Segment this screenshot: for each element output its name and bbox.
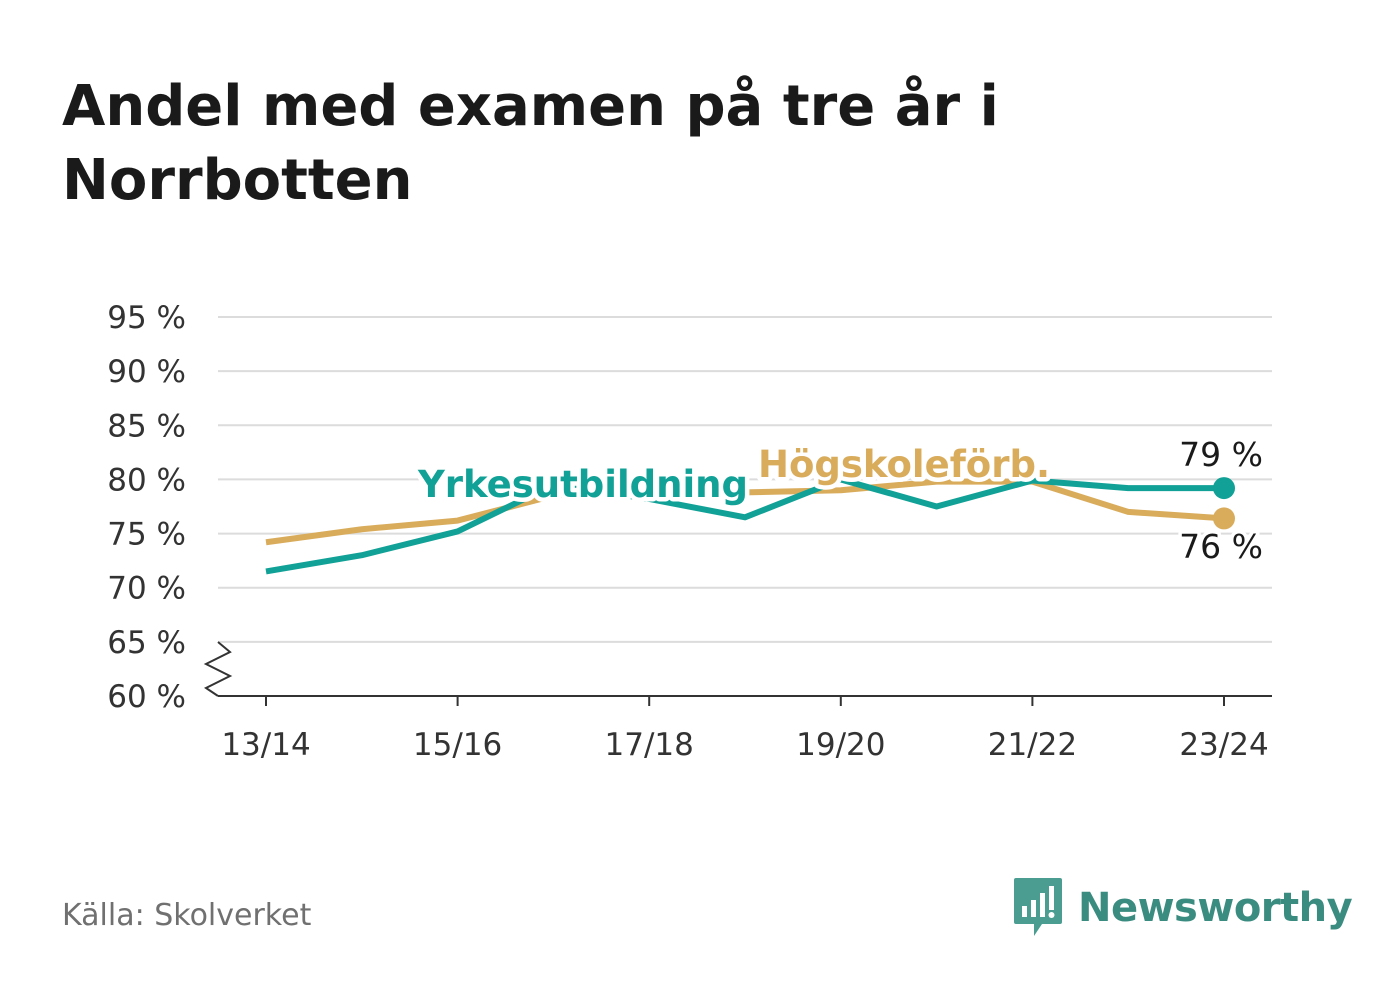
x-tick-label: 21/22 (988, 727, 1077, 763)
x-tick-label: 17/18 (605, 727, 694, 763)
x-tick-label: 23/24 (1179, 727, 1268, 763)
x-axis-tick-labels: 13/14 15/16 17/18 19/20 21/22 23/24 (221, 696, 1269, 763)
y-tick-label: 65 % (107, 625, 186, 661)
series-name-label-hogskoleforb: Högskoleförb. (758, 443, 1050, 486)
y-axis-tick-labels: 60 % 65 % 70 % 75 % 80 % 85 % 90 % 95 % (107, 300, 186, 715)
chart-title: Andel med examen på tre år i Norrbotten (62, 74, 999, 213)
series-labels: Yrkesutbildning Högskoleförb. 79 % 76 % (413, 432, 1267, 570)
y-tick-label: 80 % (107, 462, 186, 498)
series-line-hogskoleforb (265, 478, 1225, 546)
y-tick-label: 60 % (107, 679, 186, 715)
brand-logo: Newsworthy (1012, 876, 1353, 940)
x-tick-label: 15/16 (413, 727, 502, 763)
series-end-point (1213, 477, 1235, 500)
series-line-yrkesutbildning (265, 476, 1224, 575)
brand-name: Newsworthy (1078, 885, 1353, 931)
x-tick-label: 13/14 (221, 727, 310, 763)
source-note: Källa: Skolverket (62, 898, 312, 933)
series-name-label-yrkesutbildning: Yrkesutbildning (417, 463, 748, 506)
series-end-point (1213, 507, 1235, 530)
x-tick-label: 19/20 (796, 727, 885, 763)
end-value-label-yrkesutbildning: 79 % (1179, 435, 1263, 474)
y-tick-label: 75 % (107, 517, 186, 553)
y-tick-label: 85 % (107, 408, 186, 444)
y-axis-break (203, 641, 233, 697)
end-value-label-hogskoleforb: 76 % (1179, 527, 1263, 566)
y-tick-label: 95 % (107, 300, 186, 336)
newsworthy-logo-icon (1014, 878, 1062, 936)
grid-lines (218, 316, 1272, 643)
series-lines (265, 476, 1235, 575)
x-axis (203, 641, 1272, 697)
y-tick-label: 90 % (107, 354, 186, 390)
y-tick-label: 70 % (107, 571, 186, 607)
